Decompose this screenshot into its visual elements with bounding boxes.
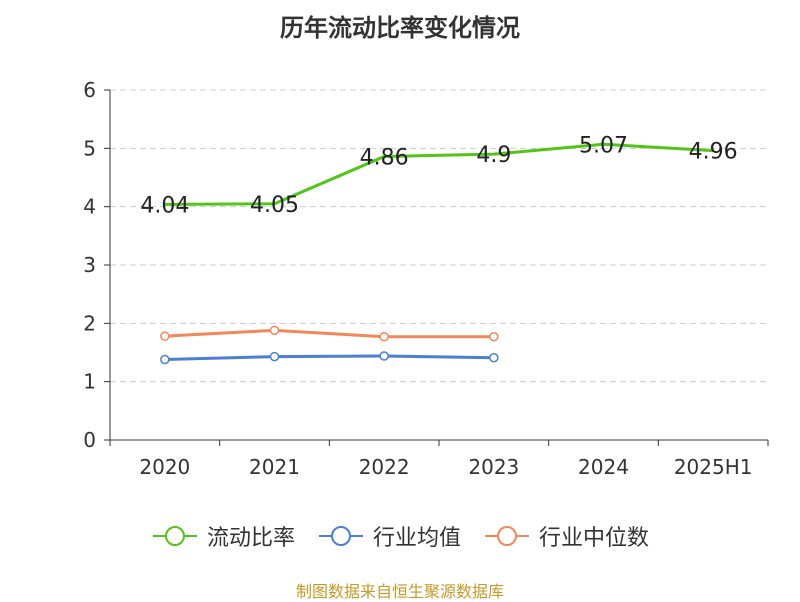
data-label: 4.05 <box>250 193 299 218</box>
x-tick-label: 2020 <box>139 455 190 479</box>
series-line-3 <box>164 328 494 339</box>
data-point <box>160 354 170 365</box>
x-tick-label: 2025H1 <box>674 455 753 479</box>
series-line-1 <box>164 142 714 206</box>
chart-legend: 流动比率 行业均值 行业中位数 <box>0 520 800 552</box>
y-tick-label: 0 <box>83 428 96 452</box>
legend-item-3[interactable]: 行业中位数 <box>483 520 649 552</box>
legend-label: 流动比率 <box>206 526 295 551</box>
data-label: 4.86 <box>360 146 409 171</box>
legend-marker-icon <box>485 526 529 546</box>
legend-item-1[interactable]: 流动比率 <box>151 520 295 552</box>
data-point <box>379 351 389 361</box>
data-point <box>160 331 170 341</box>
series-line-2 <box>164 354 494 361</box>
legend-marker-icon <box>152 526 197 546</box>
legend-marker-icon <box>318 526 363 546</box>
data-label: 4.9 <box>476 143 511 168</box>
y-tick-label: 1 <box>83 370 96 394</box>
legend-item-2[interactable]: 行业均值 <box>317 520 461 552</box>
x-tick-label: 2021 <box>249 455 300 479</box>
chart-title: 历年流动比率变化情况 <box>280 14 520 42</box>
legend-label: 行业均值 <box>372 526 461 551</box>
y-tick-label: 2 <box>83 311 96 335</box>
data-point <box>379 332 389 342</box>
data-label: 5.07 <box>579 133 628 158</box>
y-tick-label: 5 <box>83 136 96 160</box>
y-tick-label: 6 <box>83 78 96 102</box>
x-tick-label: 2022 <box>359 455 410 479</box>
data-label: 4.96 <box>689 140 738 165</box>
data-point <box>269 325 280 336</box>
legend-label: 行业中位数 <box>539 526 650 551</box>
x-tick-label: 2024 <box>578 455 629 479</box>
data-point <box>489 332 499 342</box>
data-source-note: 制图数据来自恒生聚源数据库 <box>295 582 504 601</box>
data-label: 4.04 <box>140 193 189 218</box>
data-point <box>489 353 499 363</box>
y-tick-label: 4 <box>83 195 96 219</box>
y-tick-label: 3 <box>83 253 96 277</box>
x-tick-label: 2023 <box>468 455 519 479</box>
data-point <box>269 351 280 362</box>
